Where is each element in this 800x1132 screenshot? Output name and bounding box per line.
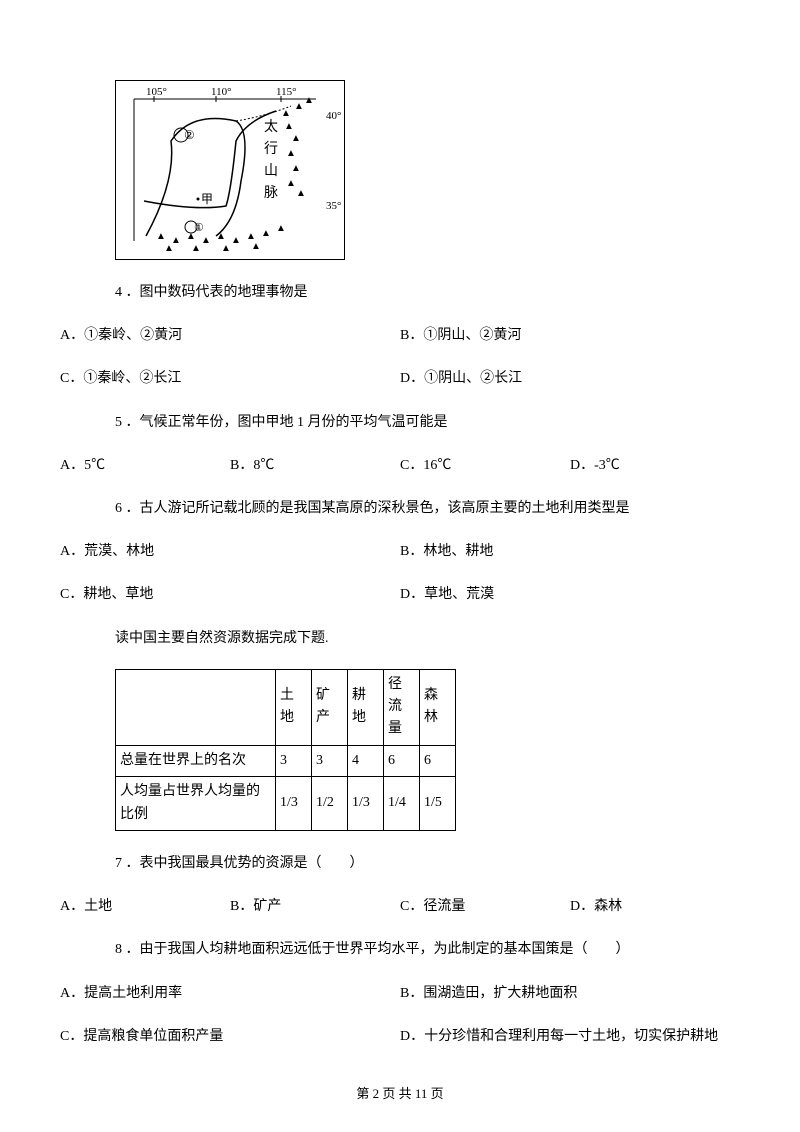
q4-row1: A．①秦岭、②黄河 B．①阴山、②黄河 xyxy=(60,323,740,348)
q7-option-a[interactable]: A．土地 xyxy=(60,894,230,919)
svg-text:▲: ▲ xyxy=(296,188,306,199)
cell: 6 xyxy=(384,745,420,776)
svg-text:▲: ▲ xyxy=(251,241,261,252)
lat-40: 40° xyxy=(326,110,341,122)
q8-row2: C．提高粮食单位面积产量 D．十分珍惜和合理利用每一寸土地，切实保护耕地 xyxy=(60,1024,740,1049)
cell: 1/2 xyxy=(312,777,348,831)
q5-row: A．5℃ B．8℃ C．16℃ D．-3℃ xyxy=(60,453,740,478)
q6-text: 6 ．古人游记所记载北顾的是我国某高原的深秋景色，该高原主要的土地利用类型是 xyxy=(115,496,740,521)
q6-row1: A．荒漠、林地 B．林地、耕地 xyxy=(60,539,740,564)
label-tai: 太 xyxy=(264,119,278,135)
q4-option-a[interactable]: A．①秦岭、②黄河 xyxy=(60,323,400,348)
label-mai: 脉 xyxy=(264,185,278,201)
q8-row1: A．提高土地利用率 B．围湖造田，扩大耕地面积 xyxy=(60,981,740,1006)
lon-105: 105° xyxy=(146,86,167,98)
cell: 4 xyxy=(348,745,384,776)
q5-option-d[interactable]: D．-3℃ xyxy=(570,453,740,478)
q5-option-c[interactable]: C．16℃ xyxy=(400,453,570,478)
cell: 1/5 xyxy=(420,777,456,831)
table-header-row: 土地 矿产 耕地 径流量 森林 xyxy=(116,669,456,745)
row1-label: 总量在世界上的名次 xyxy=(116,745,276,776)
svg-text:▲: ▲ xyxy=(286,148,296,159)
cell: 3 xyxy=(312,745,348,776)
svg-text:▲: ▲ xyxy=(286,178,296,189)
cell: 6 xyxy=(420,745,456,776)
cell: 1/4 xyxy=(384,777,420,831)
q5-text: 5 ．气候正常年份，图中甲地 1 月份的平均气温可能是 xyxy=(115,410,740,435)
q4-option-c[interactable]: C．①秦岭、②长江 xyxy=(60,366,400,391)
q8-option-d[interactable]: D．十分珍惜和合理利用每一寸土地，切实保护耕地 xyxy=(400,1024,730,1049)
th-arable: 耕地 xyxy=(348,669,384,745)
q7-option-b[interactable]: B．矿产 xyxy=(230,894,400,919)
th-mineral: 矿产 xyxy=(312,669,348,745)
svg-text:▲: ▲ xyxy=(191,243,201,254)
svg-text:▲: ▲ xyxy=(291,163,301,174)
page-footer: 第 2 页 共 11 页 xyxy=(0,1083,800,1102)
svg-text:▲: ▲ xyxy=(221,243,231,254)
svg-text:▲: ▲ xyxy=(291,133,301,144)
svg-text:▲: ▲ xyxy=(261,228,271,239)
th-blank xyxy=(116,669,276,745)
table-row: 人均量占世界人均量的比例 1/3 1/2 1/3 1/4 1/5 xyxy=(116,777,456,831)
q4-text: 4 ．图中数码代表的地理事物是 xyxy=(115,280,740,305)
lon-110: 110° xyxy=(211,86,232,98)
svg-text:▲: ▲ xyxy=(281,108,291,119)
q8-option-c[interactable]: C．提高粮食单位面积产量 xyxy=(60,1024,400,1049)
exam-page: 105° 110° 115° 40° 35° ② 太 行 山 脉 甲 ▲▲▲ ▲… xyxy=(0,0,800,1107)
q4-row2: C．①秦岭、②长江 D．①阴山、②长江 xyxy=(60,366,740,391)
intro-text: 读中国主要自然资源数据完成下题. xyxy=(115,626,740,651)
resource-table: 土地 矿产 耕地 径流量 森林 总量在世界上的名次 3 3 4 6 6 人均量占… xyxy=(115,669,456,831)
q5-option-a[interactable]: A．5℃ xyxy=(60,453,230,478)
map-figure: 105° 110° 115° 40° 35° ② 太 行 山 脉 甲 ▲▲▲ ▲… xyxy=(115,80,345,260)
q7-row: A．土地 B．矿产 C．径流量 D．森林 xyxy=(60,894,740,919)
q6-option-a[interactable]: A．荒漠、林地 xyxy=(60,539,400,564)
q8-option-a[interactable]: A．提高土地利用率 xyxy=(60,981,400,1006)
table-row: 总量在世界上的名次 3 3 4 6 6 xyxy=(116,745,456,776)
q6-option-b[interactable]: B．林地、耕地 xyxy=(400,539,740,564)
svg-text:▲: ▲ xyxy=(304,95,314,106)
svg-text:▲: ▲ xyxy=(156,231,166,242)
svg-text:▲: ▲ xyxy=(201,235,211,246)
q4-option-d[interactable]: D．①阴山、②长江 xyxy=(400,366,740,391)
q6-option-c[interactable]: C．耕地、草地 xyxy=(60,582,400,607)
svg-text:▲: ▲ xyxy=(216,231,226,242)
cell: 1/3 xyxy=(348,777,384,831)
q6-option-d[interactable]: D．草地、荒漠 xyxy=(400,582,740,607)
th-land: 土地 xyxy=(276,669,312,745)
q7-text: 7 ．表中我国最具优势的资源是（ ） xyxy=(115,851,740,876)
svg-text:▲: ▲ xyxy=(164,243,174,254)
lon-115: 115° xyxy=(276,86,297,98)
svg-text:▲: ▲ xyxy=(231,235,241,246)
q8-text: 8 ．由于我国人均耕地面积远远低于世界平均水平，为此制定的基本国策是（ ） xyxy=(115,937,740,962)
label-jia: 甲 xyxy=(201,192,213,206)
label-shan: 山 xyxy=(264,163,278,179)
row2-label: 人均量占世界人均量的比例 xyxy=(116,777,276,831)
th-runoff: 径流量 xyxy=(384,669,420,745)
th-forest: 森林 xyxy=(420,669,456,745)
q6-row2: C．耕地、草地 D．草地、荒漠 xyxy=(60,582,740,607)
boundary-line xyxy=(146,119,245,237)
svg-text:▲: ▲ xyxy=(284,121,294,132)
cell: 3 xyxy=(276,745,312,776)
cell: 1/3 xyxy=(276,777,312,831)
q8-option-b[interactable]: B．围湖造田，扩大耕地面积 xyxy=(400,981,740,1006)
q5-option-b[interactable]: B．8℃ xyxy=(230,453,400,478)
q4-option-b[interactable]: B．①阴山、②黄河 xyxy=(400,323,740,348)
q7-option-c[interactable]: C．径流量 xyxy=(400,894,570,919)
label-hang: 行 xyxy=(264,141,278,157)
q7-option-d[interactable]: D．森林 xyxy=(570,894,740,919)
mountain-symbols: ▲▲▲ ▲▲▲ ▲▲▲ ▲▲▲ ▲▲▲ ▲▲▲ ▲▲▲ ▲ xyxy=(156,95,314,254)
lat-35: 35° xyxy=(326,200,341,212)
svg-text:▲: ▲ xyxy=(276,223,286,234)
svg-text:▲: ▲ xyxy=(294,101,304,112)
